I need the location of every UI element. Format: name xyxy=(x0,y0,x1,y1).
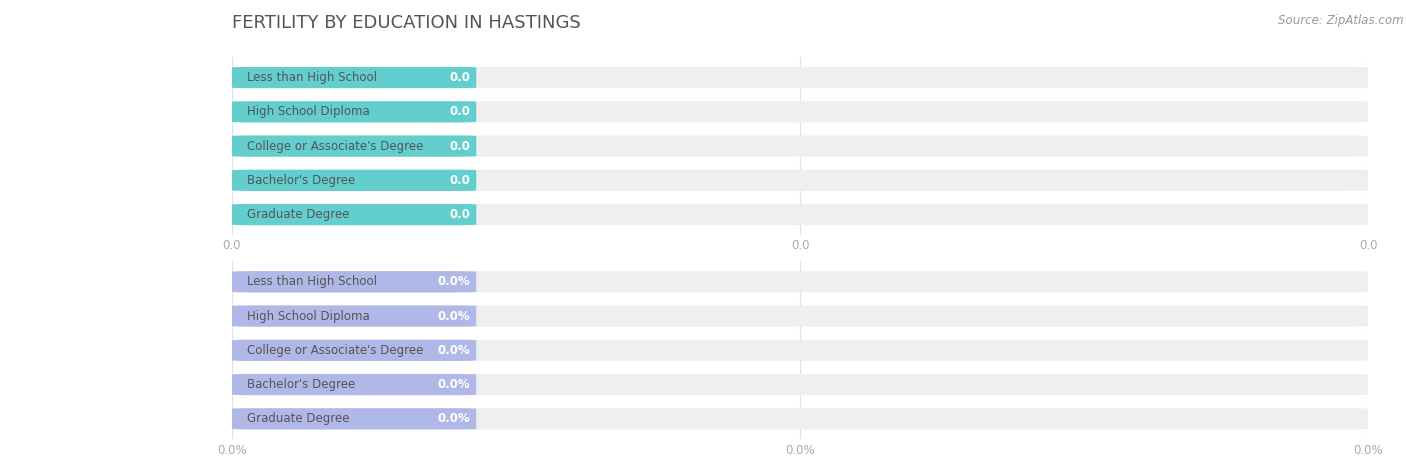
FancyBboxPatch shape xyxy=(232,101,1368,123)
Text: 0.0%: 0.0% xyxy=(437,276,471,288)
FancyBboxPatch shape xyxy=(232,67,1368,88)
Text: 0.0: 0.0 xyxy=(450,208,471,221)
Text: 0.0%: 0.0% xyxy=(437,412,471,425)
FancyBboxPatch shape xyxy=(232,204,1368,225)
Text: 0.0: 0.0 xyxy=(450,71,471,84)
FancyBboxPatch shape xyxy=(232,170,1368,191)
Text: College or Associate's Degree: College or Associate's Degree xyxy=(247,140,423,152)
FancyBboxPatch shape xyxy=(232,408,477,429)
Text: High School Diploma: High School Diploma xyxy=(247,310,370,323)
FancyBboxPatch shape xyxy=(232,374,1368,395)
Text: Bachelor's Degree: Bachelor's Degree xyxy=(247,378,354,391)
FancyBboxPatch shape xyxy=(232,101,477,123)
Text: 0.0%: 0.0% xyxy=(437,310,471,323)
FancyBboxPatch shape xyxy=(232,67,477,88)
Text: College or Associate's Degree: College or Associate's Degree xyxy=(247,344,423,357)
Text: Graduate Degree: Graduate Degree xyxy=(247,412,349,425)
FancyBboxPatch shape xyxy=(232,271,477,293)
Text: FERTILITY BY EDUCATION IN HASTINGS: FERTILITY BY EDUCATION IN HASTINGS xyxy=(232,14,581,32)
FancyBboxPatch shape xyxy=(232,305,1368,327)
FancyBboxPatch shape xyxy=(232,340,477,361)
Text: High School Diploma: High School Diploma xyxy=(247,105,370,118)
Text: 0.0: 0.0 xyxy=(450,174,471,187)
FancyBboxPatch shape xyxy=(232,271,1368,293)
FancyBboxPatch shape xyxy=(232,408,1368,429)
FancyBboxPatch shape xyxy=(232,135,477,157)
FancyBboxPatch shape xyxy=(232,204,477,225)
FancyBboxPatch shape xyxy=(232,340,1368,361)
FancyBboxPatch shape xyxy=(232,135,1368,157)
Text: 0.0: 0.0 xyxy=(450,105,471,118)
Text: 0.0%: 0.0% xyxy=(437,344,471,357)
Text: Source: ZipAtlas.com: Source: ZipAtlas.com xyxy=(1278,14,1403,27)
FancyBboxPatch shape xyxy=(232,305,477,327)
FancyBboxPatch shape xyxy=(232,374,477,395)
Text: Less than High School: Less than High School xyxy=(247,276,377,288)
Text: 0.0: 0.0 xyxy=(450,140,471,152)
Text: Graduate Degree: Graduate Degree xyxy=(247,208,349,221)
Text: Less than High School: Less than High School xyxy=(247,71,377,84)
Text: 0.0%: 0.0% xyxy=(437,378,471,391)
Text: Bachelor's Degree: Bachelor's Degree xyxy=(247,174,354,187)
FancyBboxPatch shape xyxy=(232,170,477,191)
